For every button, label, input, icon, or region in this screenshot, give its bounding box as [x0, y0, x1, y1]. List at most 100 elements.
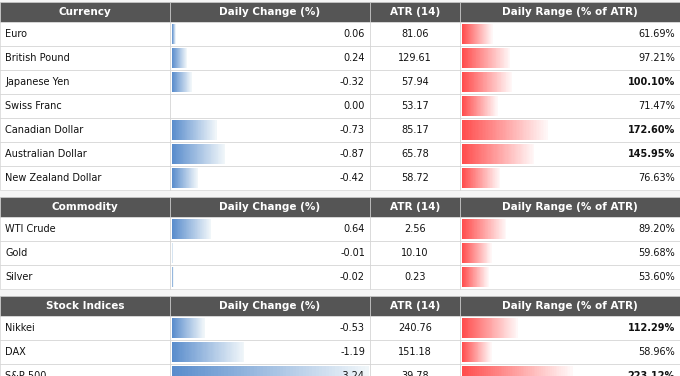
Bar — [181, 220, 182, 239]
Bar — [500, 318, 502, 338]
Bar — [469, 49, 470, 68]
Bar — [481, 168, 482, 188]
Bar — [177, 168, 178, 188]
Bar — [220, 144, 222, 164]
Bar — [490, 343, 491, 362]
Bar — [482, 168, 483, 188]
Bar — [190, 220, 191, 239]
Bar — [466, 243, 467, 262]
Bar — [176, 49, 177, 68]
Bar — [210, 343, 212, 362]
Text: 223.12%: 223.12% — [628, 371, 675, 376]
Bar — [185, 73, 186, 92]
Bar — [175, 366, 179, 376]
Bar — [483, 343, 485, 362]
Bar — [467, 168, 468, 188]
Text: 57.94: 57.94 — [401, 77, 429, 87]
Bar — [479, 343, 481, 362]
Bar — [464, 243, 465, 262]
Bar — [512, 318, 513, 338]
Bar — [530, 366, 532, 376]
Bar — [370, 197, 460, 217]
Bar — [190, 73, 191, 92]
Bar — [462, 243, 464, 262]
Bar — [370, 217, 460, 241]
Bar — [309, 366, 313, 376]
Bar — [462, 73, 463, 92]
Bar — [203, 220, 205, 239]
Bar — [507, 49, 508, 68]
Bar — [474, 96, 475, 115]
Bar — [527, 144, 528, 164]
Bar — [475, 343, 476, 362]
Bar — [568, 366, 571, 376]
Bar — [191, 73, 192, 92]
Bar — [182, 73, 183, 92]
Bar — [173, 73, 174, 92]
Bar — [485, 267, 486, 287]
Bar — [205, 144, 207, 164]
Bar — [218, 144, 219, 164]
Bar — [482, 267, 483, 287]
Bar — [478, 168, 479, 188]
Bar — [488, 343, 489, 362]
Bar — [208, 144, 209, 164]
Bar — [477, 366, 479, 376]
Bar — [506, 366, 509, 376]
Bar — [222, 343, 224, 362]
Bar — [460, 118, 680, 142]
Bar — [201, 318, 202, 338]
Bar — [216, 120, 217, 139]
Bar — [503, 318, 505, 338]
Bar — [496, 318, 498, 338]
Bar — [170, 142, 370, 166]
Bar — [503, 318, 504, 338]
Bar — [460, 22, 680, 46]
Bar — [244, 366, 248, 376]
Bar — [494, 96, 495, 115]
Bar — [515, 318, 516, 338]
Bar — [493, 366, 496, 376]
Bar — [492, 96, 493, 115]
Bar — [326, 366, 329, 376]
Bar — [306, 366, 309, 376]
Bar — [498, 318, 499, 338]
Bar — [174, 220, 175, 239]
Bar — [175, 220, 176, 239]
Bar — [186, 220, 188, 239]
Bar — [472, 267, 473, 287]
Bar — [485, 243, 486, 262]
Text: Canadian Dollar: Canadian Dollar — [5, 125, 83, 135]
Bar — [173, 168, 174, 188]
Bar — [477, 267, 478, 287]
Bar — [174, 73, 175, 92]
Bar — [184, 120, 185, 139]
Bar — [500, 366, 503, 376]
Bar — [183, 120, 184, 139]
Bar — [466, 343, 467, 362]
Bar — [202, 144, 203, 164]
Bar — [201, 220, 202, 239]
Bar — [352, 366, 356, 376]
Bar — [519, 366, 521, 376]
Bar — [526, 144, 527, 164]
Bar — [471, 24, 472, 44]
Bar — [194, 168, 195, 188]
Bar — [490, 243, 491, 262]
Bar — [485, 144, 486, 164]
Bar — [173, 120, 174, 139]
Bar — [493, 49, 494, 68]
Text: -1.19: -1.19 — [340, 347, 365, 357]
Bar — [486, 220, 487, 239]
Bar — [487, 343, 488, 362]
Bar — [495, 168, 496, 188]
Bar — [504, 73, 505, 92]
Bar — [172, 73, 173, 92]
Bar — [486, 96, 487, 115]
Bar — [479, 243, 480, 262]
Bar — [492, 318, 494, 338]
Bar — [464, 343, 465, 362]
Bar — [483, 318, 485, 338]
Bar — [494, 168, 495, 188]
Bar — [489, 49, 490, 68]
